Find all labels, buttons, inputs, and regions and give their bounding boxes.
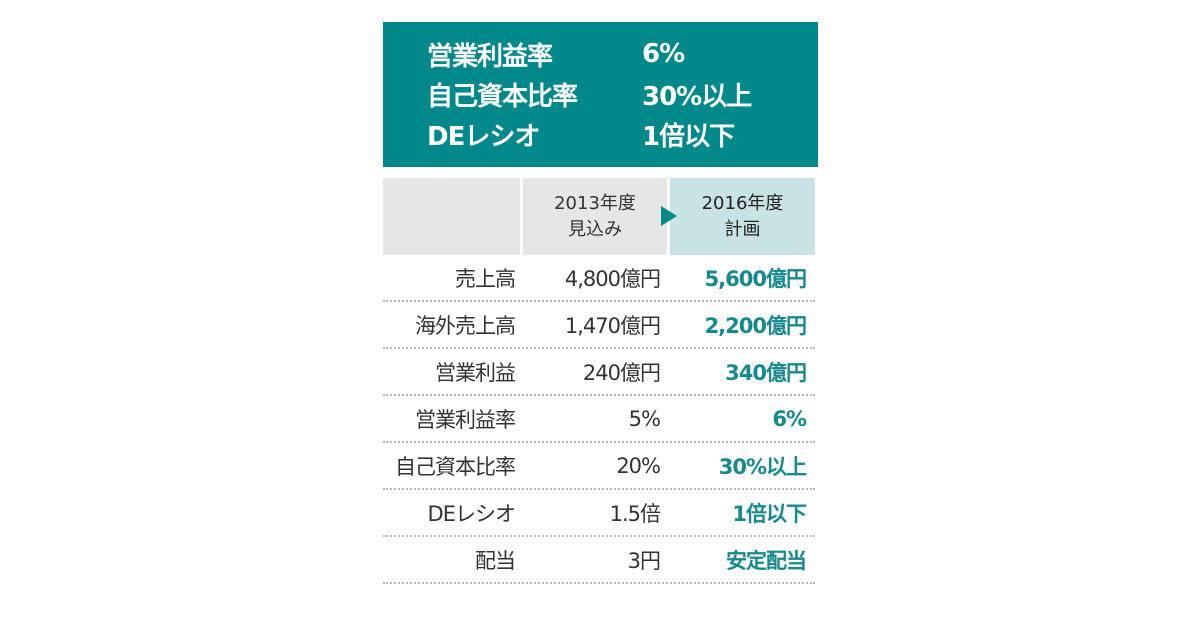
row-label: 営業利益率 (415, 407, 516, 432)
targets-summary-box: 営業利益率 6% 自己資本比率 30%以上 DEレシオ 1倍以下 (383, 22, 818, 167)
fy2016-value: 2,200億円 (704, 313, 807, 338)
table-row: DEレシオ 1.5倍 1倍以下 (383, 490, 815, 537)
row-label: 営業利益 (435, 360, 516, 385)
header-fy2016-plan: 2016年度 計画 (670, 178, 815, 255)
right-arrow-icon (661, 206, 677, 226)
table-row: 配当 3円 安定配当 (383, 537, 815, 584)
comparison-table: 2013年度 見込み 2016年度 計画 売上高 4,800億円 5,600億円… (383, 178, 815, 584)
target-value: 1倍以下 (642, 121, 735, 152)
table-header-row: 2013年度 見込み 2016年度 計画 (383, 178, 815, 255)
fy2016-value: 1倍以下 (732, 501, 807, 526)
fy2016-value: 30%以上 (718, 454, 807, 479)
table-row: 売上高 4,800億円 5,600億円 (383, 255, 815, 302)
target-value: 6% (642, 39, 685, 69)
fy2016-value: 5,600億円 (704, 266, 807, 291)
fy2013-value: 5% (628, 406, 661, 431)
target-row: DEレシオ 1倍以下 (427, 114, 818, 154)
header-fy2013-estimate: 2013年度 見込み (523, 178, 677, 255)
fy2016-value: 340億円 (725, 360, 807, 385)
fy2013-value: 1,470億円 (564, 313, 661, 338)
header-fy2016-year: 2016年度 (701, 192, 784, 214)
header-fy2016-sub: 計画 (724, 218, 761, 240)
fy2013-value: 20% (616, 453, 661, 478)
row-label: DEレシオ (427, 501, 516, 526)
header-fy2013-year: 2013年度 (554, 192, 636, 214)
target-label: DEレシオ (427, 121, 540, 152)
fy2016-value: 安定配当 (726, 548, 807, 573)
table-row: 自己資本比率 20% 30%以上 (383, 443, 815, 490)
row-label: 海外売上高 (415, 313, 516, 338)
fy2013-value: 3円 (627, 548, 661, 573)
fy2016-value: 6% (772, 406, 807, 431)
row-label: 自己資本比率 (395, 454, 516, 479)
table-row: 営業利益率 5% 6% (383, 396, 815, 443)
header-empty-cell (383, 178, 520, 255)
row-label: 売上高 (455, 266, 516, 291)
target-row: 自己資本比率 30%以上 (427, 74, 818, 114)
target-value: 30%以上 (642, 81, 752, 112)
table-row: 営業利益 240億円 340億円 (383, 349, 815, 396)
header-fy2013-sub: 見込み (568, 218, 622, 240)
target-label: 営業利益率 (427, 41, 553, 72)
financial-targets-figure: 営業利益率 6% 自己資本比率 30%以上 DEレシオ 1倍以下 2013年度 … (383, 22, 818, 584)
target-label: 自己資本比率 (427, 81, 578, 112)
fy2013-value: 240億円 (582, 360, 661, 385)
fy2013-value: 4,800億円 (564, 266, 661, 291)
row-label: 配当 (475, 548, 516, 573)
table-row: 海外売上高 1,470億円 2,200億円 (383, 302, 815, 349)
fy2013-value: 1.5倍 (609, 501, 661, 526)
target-row: 営業利益率 6% (427, 34, 818, 74)
